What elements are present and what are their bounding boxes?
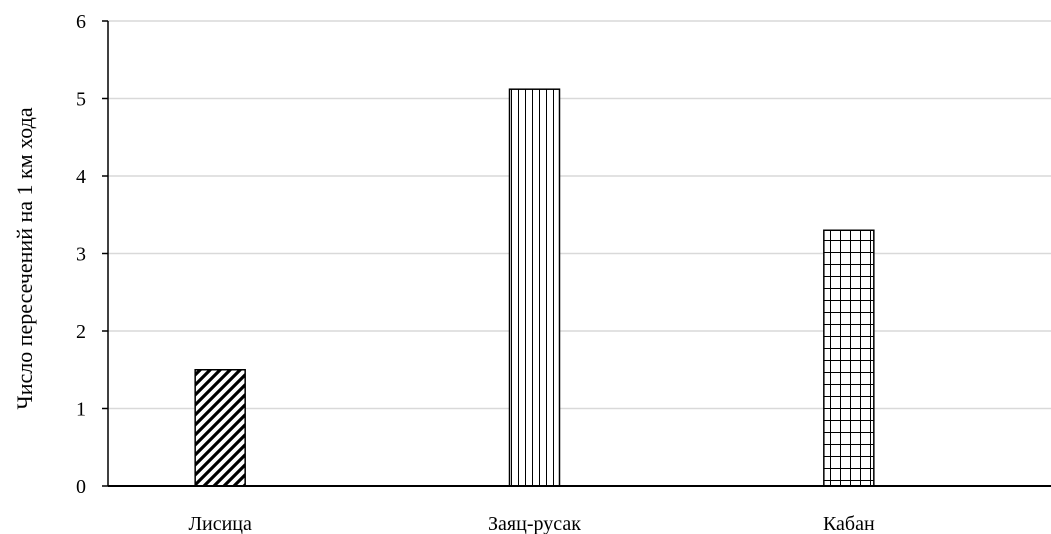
- y-tick-label: 2: [76, 321, 86, 343]
- x-category-label: Заяц-русак: [488, 513, 581, 534]
- bars: [194, 88, 875, 487]
- y-tick-label: 4: [76, 166, 86, 188]
- x-category-label: Лисица: [188, 513, 252, 534]
- y-tick-labels: 0 1 2 3 4 5 6: [76, 11, 108, 498]
- y-tick-label: 3: [76, 244, 86, 266]
- y-tick-label: 5: [76, 89, 86, 111]
- category-labels: Лисица Заяц-русак Кабан: [188, 513, 875, 534]
- bar-1: [194, 369, 246, 487]
- bar-2: [508, 88, 561, 487]
- y-tick-label: 0: [76, 476, 86, 498]
- gridlines: [108, 20, 1051, 410]
- x-category-label: Кабан: [823, 513, 875, 534]
- y-tick-label: 1: [76, 399, 86, 421]
- y-tick-label: 6: [76, 11, 86, 33]
- y-axis-title: Число пересечений на 1 км хода: [12, 107, 37, 409]
- bar-3: [823, 229, 875, 487]
